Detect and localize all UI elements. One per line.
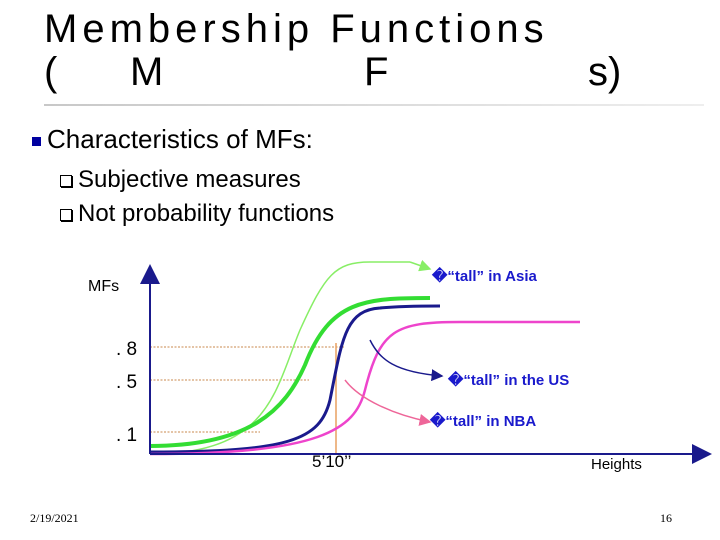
- y-tick-label: . 8: [116, 339, 137, 360]
- slide-title: Membership Functions: [44, 7, 549, 51]
- asia-callout-arrow: [409, 259, 432, 272]
- page-number: 16: [660, 511, 672, 525]
- sub-bullet: Subjective measures: [60, 166, 301, 194]
- sub-bullet-text: Not probability functions: [78, 200, 335, 227]
- x-axis-label: Heights: [591, 456, 642, 473]
- us-callout-arrow: [369, 339, 444, 382]
- sub-bullet-text: Subjective measures: [78, 166, 301, 193]
- filled-square-bullet-icon: [32, 136, 41, 146]
- asia-callout-curve: [149, 261, 410, 455]
- asia-curve-label: �“tall” in Asia: [431, 266, 538, 285]
- main-bullet: Characteristics of MFs:: [32, 124, 313, 155]
- title-divider: [44, 104, 704, 106]
- height-marker-label: 5’10’’: [312, 452, 351, 471]
- title-fragment: M: [130, 50, 164, 94]
- title-fragment: F: [364, 50, 389, 94]
- hollow-square-bullet-icon: [60, 208, 72, 221]
- hollow-square-bullet-icon: [60, 174, 72, 187]
- main-bullet-text: Characteristics of MFs:: [47, 124, 313, 154]
- title-fragment: (: [44, 50, 58, 94]
- slide-title-line2: ( M F s): [44, 50, 644, 100]
- sub-bullet: Not probability functions: [60, 200, 334, 228]
- y-axis-label: MFs: [88, 278, 119, 295]
- nba-curve-label: �“tall” in NBA: [429, 411, 536, 430]
- title-fragment: s): [588, 50, 622, 94]
- y-tick-label: . 5: [116, 372, 137, 393]
- us-curve-label: �“tall” in the US: [447, 370, 569, 389]
- us-mf-curve: [149, 304, 441, 454]
- footer-date: 2/19/2021: [30, 511, 79, 525]
- asia-mf-curve: [149, 296, 431, 448]
- nba-callout-arrow: [344, 379, 432, 426]
- nba-mf-curve: [149, 320, 580, 456]
- y-tick-label: . 1: [116, 425, 137, 446]
